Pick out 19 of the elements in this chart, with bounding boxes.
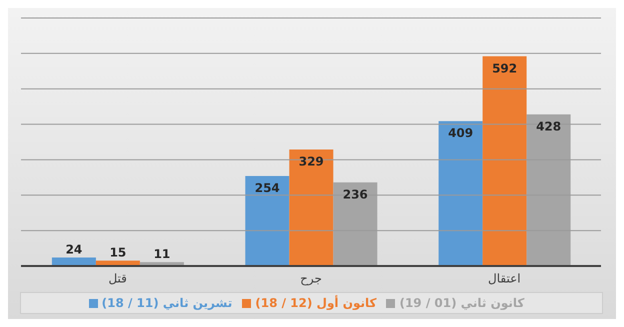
x-tick-label: اعتقال <box>488 272 521 286</box>
data-label: 11 <box>154 247 170 262</box>
data-label: 24 <box>66 242 82 256</box>
legend-label: كانون ثاني (01 / 19) <box>399 296 524 310</box>
bar <box>482 56 527 266</box>
data-label: 236 <box>342 187 368 202</box>
data-label: 329 <box>298 154 324 168</box>
data-label: 428 <box>536 119 562 134</box>
x-tick-label: جرح <box>300 272 322 286</box>
data-label: 15 <box>110 246 126 260</box>
legend-label: كانون أول (12 / 18) <box>255 296 376 310</box>
bar <box>245 176 290 266</box>
data-label: 409 <box>448 126 474 140</box>
legend-label: تشرين ثاني (11 / 18) <box>102 296 232 310</box>
data-label: 254 <box>254 181 280 196</box>
bar <box>289 149 334 266</box>
data-label: 592 <box>492 61 518 76</box>
bar <box>438 121 483 266</box>
x-tick-label: قتل <box>108 272 127 286</box>
